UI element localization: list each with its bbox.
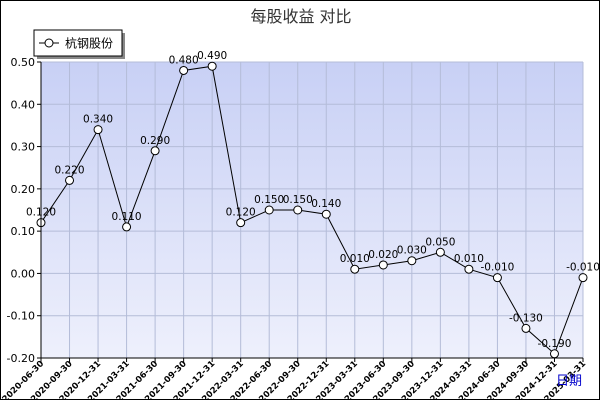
y-tick-label: 0.00 — [11, 267, 36, 280]
data-label: 0.030 — [397, 245, 427, 257]
data-label: 0.290 — [140, 135, 170, 147]
data-label: 0.150 — [254, 194, 284, 206]
data-point-marker — [179, 65, 189, 75]
data-label: 0.110 — [112, 211, 142, 223]
y-tick-label: -0.10 — [7, 310, 35, 323]
data-point-marker — [464, 264, 474, 274]
legend-series-name: 杭钢股份 — [65, 36, 113, 51]
data-point-marker — [378, 260, 388, 270]
y-tick-label: 0.10 — [11, 225, 36, 238]
data-point-marker — [293, 205, 303, 215]
data-point-marker — [435, 247, 445, 257]
x-axis-title: 日期 — [556, 374, 582, 389]
data-point-marker — [407, 256, 417, 266]
data-point-marker — [492, 273, 502, 283]
data-label: 0.150 — [283, 194, 313, 206]
data-label: -0.010 — [566, 262, 599, 274]
data-label: 0.140 — [311, 198, 341, 210]
data-label: 0.010 — [454, 253, 484, 265]
data-point-marker — [236, 218, 246, 228]
plot-area — [41, 62, 583, 358]
y-tick-label: -0.20 — [7, 352, 35, 365]
data-label: 0.220 — [54, 164, 84, 176]
x-axis-ticks: 2020-06-302020-09-302020-12-312021-03-31… — [1, 358, 588, 404]
chart-title: 每股收益 对比 — [250, 7, 351, 26]
series-layer: 0.1200.2200.3400.1100.2900.4800.4900.120… — [26, 50, 600, 359]
data-point-marker — [93, 125, 103, 135]
data-label: -0.010 — [480, 262, 514, 274]
data-label: 0.010 — [340, 253, 370, 265]
data-label: 0.050 — [425, 236, 455, 248]
y-tick-label: 0.40 — [11, 98, 36, 111]
y-tick-label: 0.20 — [11, 183, 36, 196]
legend-marker-icon — [44, 38, 54, 48]
data-label: 0.490 — [197, 50, 227, 62]
y-tick-label: 0.30 — [11, 141, 36, 154]
data-label: 0.020 — [368, 249, 398, 261]
data-point-marker — [350, 264, 360, 274]
data-point-marker — [549, 349, 559, 359]
data-point-marker — [521, 323, 531, 333]
data-point-marker — [264, 205, 274, 215]
legend: 杭钢股份 — [33, 29, 125, 59]
data-label: -0.190 — [538, 338, 572, 350]
data-label: -0.130 — [509, 312, 543, 324]
data-point-marker — [122, 222, 132, 232]
data-point-marker — [578, 273, 588, 283]
y-tick-label: 0.50 — [11, 56, 36, 69]
data-point-marker — [207, 61, 217, 71]
data-label: 0.480 — [169, 54, 199, 66]
data-label: 0.340 — [83, 114, 113, 126]
y-axis-ticks: -0.20 -0.10 0.00 0.10 0.20 0.30 0.40 0.50 — [7, 56, 41, 365]
data-point-marker — [150, 146, 160, 156]
data-label: 0.120 — [226, 207, 256, 219]
data-point-marker — [65, 175, 75, 185]
series-line — [40, 65, 584, 355]
data-point-marker — [321, 209, 331, 219]
